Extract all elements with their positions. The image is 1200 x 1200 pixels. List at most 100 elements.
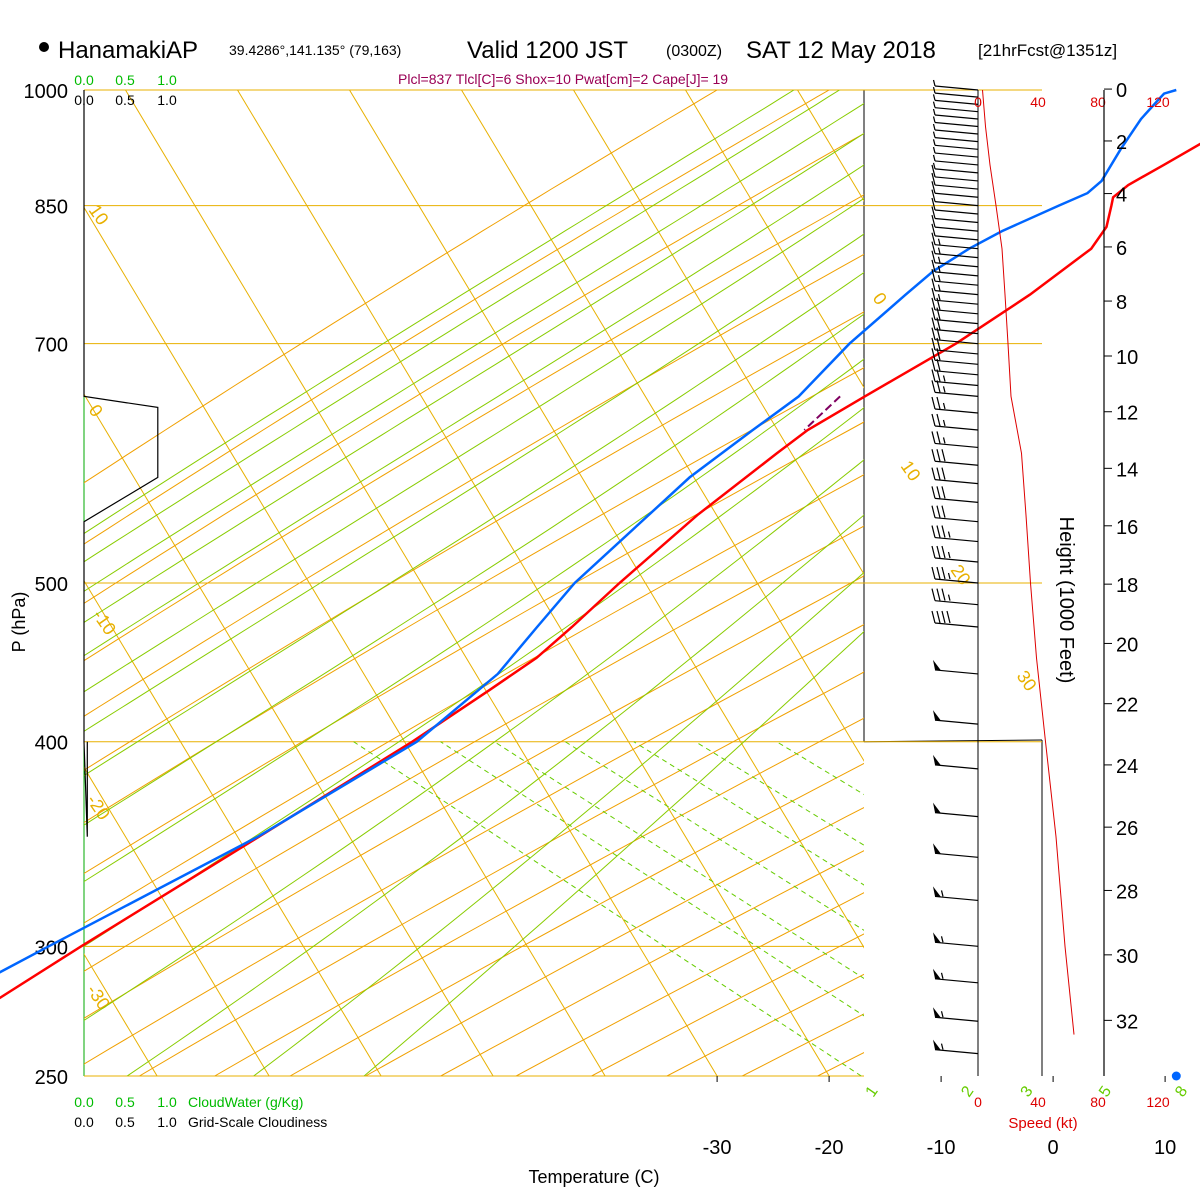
moist-adiabat (126, 514, 864, 1076)
moist-adiabat (84, 90, 841, 563)
dry-adiabat (84, 194, 864, 662)
wind-barb-half (932, 123, 936, 131)
dry-adiabat (84, 623, 864, 1065)
wind-barb-full (931, 486, 936, 499)
cloudwater-scale-top: 0.5 (115, 72, 135, 88)
wind-barb-full (931, 358, 936, 371)
wind-barb-full (936, 358, 941, 371)
wind-barb-full (931, 172, 936, 186)
wind-barb-staff (934, 764, 979, 770)
wind-barb-full (931, 215, 936, 228)
wind-barb-full (931, 610, 936, 624)
isotherm-line (237, 90, 830, 1076)
wind-barb-staff (934, 517, 979, 523)
wind-barb-full (931, 505, 936, 518)
wind-barb-full (936, 505, 941, 518)
isotherm-label: 10 (897, 457, 925, 485)
wind-barb-full (931, 164, 936, 178)
wind-barb-staff (934, 812, 979, 818)
wind-barb-flag (933, 659, 941, 671)
wind-barb-flag (933, 1007, 941, 1018)
surface-dewpoint-point (1171, 1071, 1181, 1081)
wind-barb-staff (934, 408, 979, 414)
moist-adiabat (84, 313, 864, 826)
dry-adiabat (84, 474, 864, 924)
wind-barb-full (936, 297, 941, 310)
wind-barb-full (936, 413, 941, 427)
dry-adiabat (835, 55, 1200, 1105)
wind-barb-full (941, 486, 946, 499)
wind-barb-staff (934, 144, 979, 150)
wind-barb-full (931, 232, 936, 245)
wind-barb-staff (934, 460, 979, 466)
height-tick-label: 30 (1116, 946, 1138, 968)
wind-barb-full (931, 307, 936, 320)
wind-barb-staff (934, 107, 979, 113)
wind-barb-staff (934, 328, 979, 335)
wind-barb-full (931, 288, 936, 301)
speed-scale-bottom: 40 (1030, 1094, 1046, 1110)
wind-barb-half (937, 294, 941, 301)
dry-adiabat (84, 253, 864, 717)
wind-barb-half (932, 79, 936, 87)
mixing-ratio-line (440, 741, 864, 1017)
wind-barb-staff (934, 244, 979, 250)
wind-barb-half (932, 131, 936, 138)
cloudiness-scale-top: 1.0 (157, 92, 177, 108)
pressure-tick-label: 1000 (24, 81, 69, 103)
wind-barb-full (931, 348, 936, 361)
dry-adiabat (439, 850, 864, 1076)
pressure-tick-label: 700 (35, 335, 68, 357)
height-tick-label: 20 (1116, 634, 1138, 656)
pressure-tick-label: 500 (35, 574, 68, 596)
cloudiness-scale-bottom: 0.0 (74, 1114, 94, 1130)
height-tick-label: 32 (1116, 1011, 1138, 1033)
wind-barb-full (931, 396, 936, 410)
wind-barb-half (932, 116, 936, 123)
wind-barb-flag (933, 968, 941, 980)
wind-barb-half (932, 162, 936, 170)
moist-adiabat (84, 197, 864, 693)
wind-barb-staff (934, 192, 979, 198)
wind-barb-staff (934, 442, 979, 449)
station-coords: 39.4286°,141.135° (79,163) (229, 42, 401, 58)
wind-barb-half (947, 594, 951, 601)
chart-grid (84, 55, 1200, 1105)
wind-barb-staff (934, 319, 979, 325)
cloudwater-scale-top: 1.0 (157, 72, 177, 88)
wind-barb-full (931, 369, 936, 382)
wind-barb-staff (934, 719, 979, 725)
wind-barb-full (931, 223, 936, 237)
wind-barb-full (931, 380, 936, 393)
wind-barb-half (937, 238, 941, 245)
wind-barb-full (936, 317, 941, 330)
height-tick-label: 26 (1116, 818, 1138, 840)
wind-barb-full (941, 467, 946, 480)
height-tick-label: 2 (1116, 132, 1127, 154)
wind-barb-full (936, 588, 941, 601)
wind-barb-full (936, 486, 941, 499)
dry-adiabat (289, 762, 864, 1076)
wind-barb-staff (934, 176, 979, 182)
wind-barb-staff (934, 271, 979, 277)
moist-adiabat (84, 358, 864, 883)
dry-adiabat (138, 671, 864, 1076)
cloudwater-label: CloudWater (g/Kg) (188, 1094, 303, 1110)
wind-barb-full (936, 467, 941, 480)
isotherm-label: 20 (947, 561, 975, 589)
wind-barb-full (931, 259, 936, 273)
wind-barb-staff (934, 280, 979, 286)
wind-barb-staff (934, 669, 979, 675)
wind-barb-full (941, 449, 946, 462)
wind-barb-full (931, 278, 936, 291)
wind-barb-flag (933, 932, 941, 943)
wind-barb-half (942, 402, 946, 410)
pressure-tick-label: 300 (35, 937, 68, 959)
wind-barb-staff (934, 852, 979, 858)
moist-adiabat (84, 407, 864, 947)
wind-barb-half (932, 108, 936, 116)
wind-barb-full (941, 545, 946, 559)
mixing-ratio-line (353, 741, 862, 1076)
wind-barb-full (936, 525, 941, 538)
